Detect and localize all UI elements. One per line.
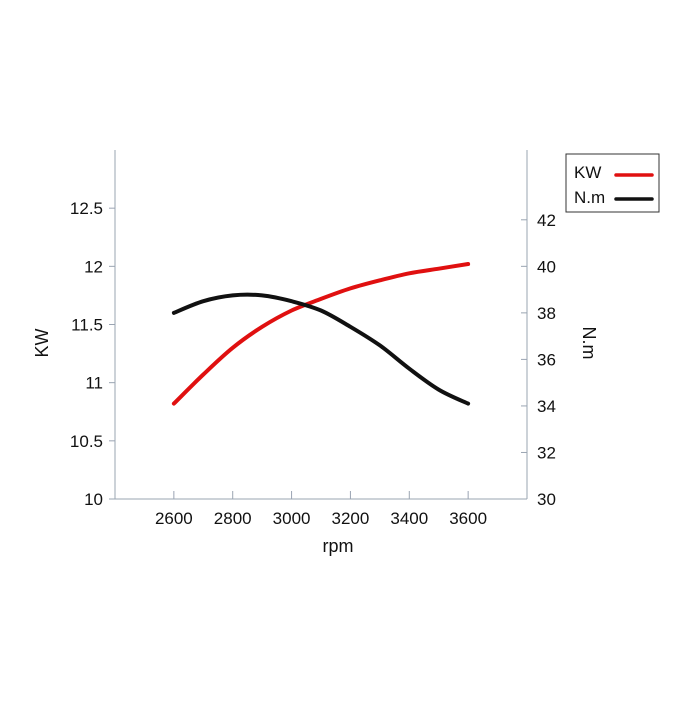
y-right-axis-title: N.m (579, 327, 599, 360)
x-tick-label: 3000 (273, 509, 311, 528)
y-left-tick-label: 11.5 (71, 316, 103, 335)
y-left-tick-label: 10 (84, 490, 103, 509)
x-tick-label: 3400 (390, 509, 428, 528)
y-right-tick-label: 40 (537, 257, 556, 276)
y-right-tick-label: 32 (537, 443, 556, 462)
series-line-kw (171, 262, 471, 406)
y-left-tick-label: 11 (85, 374, 103, 393)
y-left-tick-label: 12.5 (70, 199, 103, 218)
y-right-tick-label: 42 (537, 211, 556, 230)
series-line-n-m (171, 292, 471, 406)
y-left-tick-label: 12 (84, 257, 103, 276)
y-right-tick-label: 34 (537, 397, 556, 416)
legend-box (565, 153, 660, 213)
x-tick-label: 2800 (214, 509, 252, 528)
x-tick-label: 2600 (155, 509, 193, 528)
y-left-tick-label: 10.5 (70, 432, 103, 451)
x-axis-title: rpm (323, 536, 354, 556)
y-right-tick-label: 38 (537, 304, 556, 323)
y-right-tick-label: 30 (537, 490, 556, 509)
legend-label-kw: KW (574, 163, 601, 182)
x-tick-label: 3600 (449, 509, 487, 528)
x-tick-label: 3200 (332, 509, 370, 528)
y-right-tick-label: 36 (537, 350, 556, 369)
legend-label-n-m: N.m (574, 188, 605, 207)
y-left-axis-title: KW (32, 328, 52, 357)
